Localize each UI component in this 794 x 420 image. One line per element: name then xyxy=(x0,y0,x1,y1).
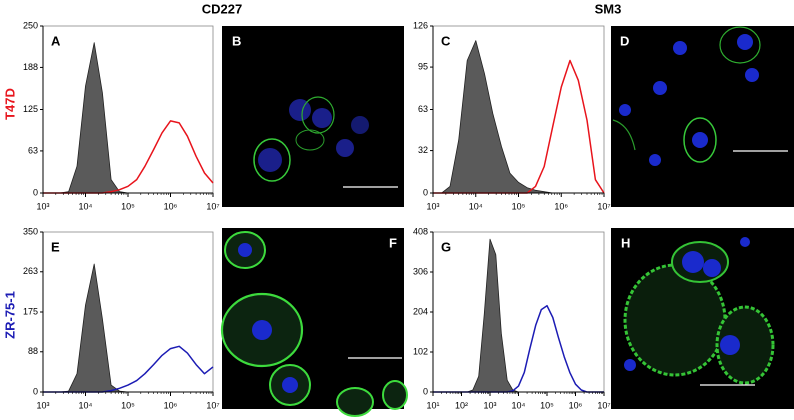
x-tick-label: 10⁴ xyxy=(512,400,526,410)
y-tick-label: 306 xyxy=(413,266,428,276)
plot-frame xyxy=(432,231,605,393)
x-tick-label: 10⁴ xyxy=(79,400,93,410)
x-tick-label: 10⁶ xyxy=(554,201,568,211)
x-tick-label: 10⁷ xyxy=(206,400,219,410)
x-tick-label: 10⁵ xyxy=(121,400,135,410)
x-tick-label: 10³ xyxy=(36,400,49,410)
panel-letter: D xyxy=(620,33,629,48)
panel-letter: A xyxy=(51,33,61,48)
x-tick-label: 10³ xyxy=(36,201,49,211)
y-tick-label: 88 xyxy=(28,346,38,356)
x-tick-label: 10⁶ xyxy=(164,400,178,410)
micrograph: D xyxy=(611,26,794,207)
y-tick-label: 408 xyxy=(413,226,428,236)
y-tick-label: 125 xyxy=(23,104,38,114)
x-tick-label: 10⁵ xyxy=(121,201,135,211)
y-tick-label: 102 xyxy=(413,346,428,356)
y-tick-label: 188 xyxy=(23,62,38,72)
x-tick-label: 10² xyxy=(455,400,468,410)
panel-letter: C xyxy=(441,33,451,48)
y-tick-label: 95 xyxy=(418,61,428,71)
micrograph: H xyxy=(611,228,794,409)
x-tick-label: 10⁴ xyxy=(79,201,93,211)
x-tick-label: 10¹ xyxy=(426,400,439,410)
micrograph: B xyxy=(222,26,404,207)
y-tick-label: 32 xyxy=(418,145,428,155)
y-tick-label: 63 xyxy=(28,145,38,155)
plot-frame xyxy=(42,25,214,194)
y-tick-label: 63 xyxy=(418,104,428,114)
x-tick-label: 10⁷ xyxy=(597,400,610,410)
y-tick-label: 0 xyxy=(33,187,38,197)
plot-frame xyxy=(42,231,214,393)
y-tick-label: 0 xyxy=(423,386,428,396)
panel-letter: E xyxy=(51,239,60,254)
y-tick-label: 250 xyxy=(23,20,38,30)
y-tick-label: 175 xyxy=(23,306,38,316)
y-tick-label: 126 xyxy=(413,20,428,30)
y-tick-label: 263 xyxy=(23,266,38,276)
panel-letter: F xyxy=(389,235,397,250)
x-tick-label: 10³ xyxy=(426,201,439,211)
x-tick-label: 10⁴ xyxy=(469,201,483,211)
x-tick-label: 10⁶ xyxy=(569,400,583,410)
x-tick-label: 10⁵ xyxy=(540,400,554,410)
panel-letter: B xyxy=(232,33,241,48)
column-header: CD227 xyxy=(202,1,242,16)
y-tick-label: 0 xyxy=(33,386,38,396)
y-tick-label: 350 xyxy=(23,226,38,236)
x-tick-label: 10⁷ xyxy=(206,201,219,211)
panel-letter: H xyxy=(621,235,630,250)
x-tick-label: 10³ xyxy=(483,400,496,410)
column-header: SM3 xyxy=(595,1,622,16)
row-label: T47D xyxy=(2,88,17,120)
micrograph: F xyxy=(220,228,408,417)
y-tick-label: 0 xyxy=(423,187,428,197)
x-tick-label: 10⁶ xyxy=(164,201,178,211)
row-label: ZR-75-1 xyxy=(2,291,17,339)
x-tick-label: 10⁵ xyxy=(512,201,526,211)
panel-letter: G xyxy=(441,239,451,254)
y-tick-label: 204 xyxy=(413,306,428,316)
x-tick-label: 10⁷ xyxy=(597,201,610,211)
